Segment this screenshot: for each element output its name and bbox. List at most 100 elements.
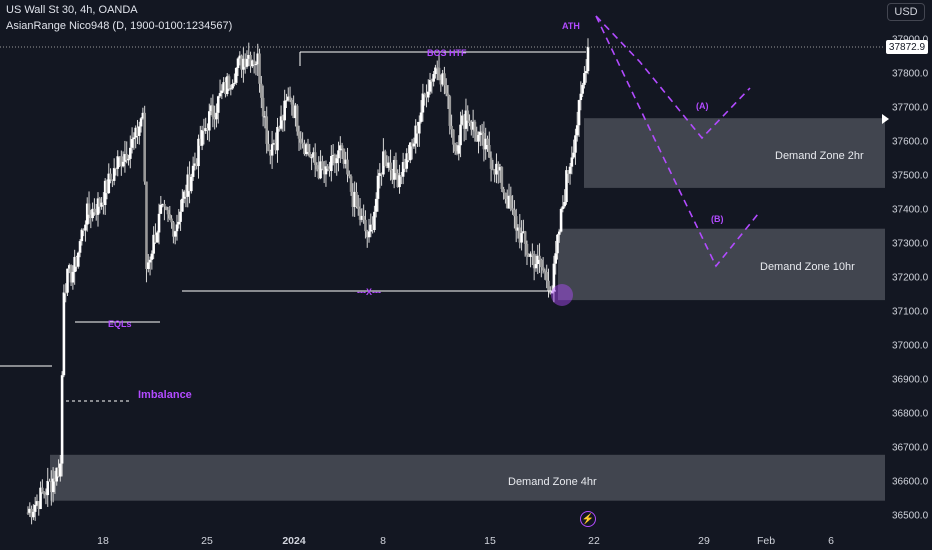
x-tick-label: 29 bbox=[698, 535, 710, 547]
candle-body bbox=[218, 93, 222, 97]
candle-body bbox=[545, 271, 549, 281]
candle-body bbox=[461, 115, 464, 125]
candle-body bbox=[344, 159, 347, 164]
candle-body bbox=[514, 216, 518, 231]
candle-body bbox=[426, 91, 430, 98]
x-tick-label: 6 bbox=[828, 535, 834, 547]
candle-body bbox=[584, 71, 588, 74]
candle-body bbox=[123, 154, 127, 162]
candle-body bbox=[500, 167, 504, 189]
candle-body bbox=[522, 231, 525, 234]
candle-body bbox=[487, 144, 491, 158]
candle-body bbox=[529, 253, 532, 257]
candle-body bbox=[444, 85, 448, 94]
candle-body bbox=[417, 121, 421, 134]
lightning-icon[interactable]: ⚡ bbox=[580, 511, 596, 527]
candle-body bbox=[179, 211, 182, 222]
candle-body bbox=[107, 173, 111, 194]
candle-body bbox=[391, 170, 394, 180]
candle-body bbox=[145, 181, 148, 269]
candle-body bbox=[209, 105, 213, 112]
candle-body bbox=[312, 152, 315, 158]
candle-body bbox=[540, 259, 543, 268]
candle-body bbox=[453, 144, 457, 152]
candle-body bbox=[414, 125, 417, 144]
candle-body bbox=[234, 68, 238, 83]
candle-body bbox=[335, 158, 339, 164]
candle-body bbox=[471, 121, 475, 130]
candle-body bbox=[129, 147, 132, 159]
candle-body bbox=[154, 234, 157, 243]
candle-body bbox=[26, 512, 30, 514]
projection-a-label: (A) bbox=[696, 101, 709, 111]
candle-body bbox=[181, 198, 184, 212]
candle-body bbox=[396, 173, 400, 188]
y-tick-label: 36900.0 bbox=[892, 374, 929, 386]
candle-body bbox=[565, 170, 568, 202]
candle-body bbox=[570, 157, 574, 167]
candle-body bbox=[41, 487, 44, 493]
candle-body bbox=[421, 93, 425, 113]
candle-body bbox=[308, 151, 312, 158]
candle-body bbox=[505, 198, 509, 209]
candle-body bbox=[376, 175, 380, 199]
candle-body bbox=[37, 501, 41, 510]
candle-body bbox=[66, 268, 69, 293]
candle-body bbox=[459, 124, 462, 146]
candle-body bbox=[547, 280, 550, 292]
candle-body bbox=[55, 467, 59, 482]
candle-body bbox=[121, 161, 125, 167]
candle-body bbox=[297, 131, 301, 139]
y-tick-label: 37700.0 bbox=[892, 102, 929, 114]
candle-body bbox=[62, 292, 66, 376]
candle-body bbox=[367, 231, 371, 238]
candle-body bbox=[389, 162, 392, 171]
candle-body bbox=[272, 143, 276, 145]
candle-body bbox=[306, 144, 310, 152]
candle-body bbox=[243, 58, 247, 67]
candle-body bbox=[199, 138, 202, 146]
candle-body bbox=[193, 163, 197, 166]
candle-body bbox=[283, 100, 286, 121]
currency-button[interactable]: USD bbox=[887, 3, 925, 21]
candle-body bbox=[161, 203, 164, 205]
zone-label-2hr: Demand Zone 2hr bbox=[775, 150, 864, 162]
candle-body bbox=[394, 159, 398, 174]
candle-body bbox=[331, 154, 335, 156]
candle-body bbox=[566, 170, 570, 174]
candle-body bbox=[412, 143, 416, 147]
candle-body bbox=[374, 198, 378, 212]
candle-body bbox=[439, 80, 443, 85]
candle-body bbox=[482, 133, 486, 150]
candle-body bbox=[371, 224, 374, 231]
candle-body bbox=[290, 99, 294, 105]
candle-body bbox=[304, 144, 308, 155]
candle-body bbox=[410, 142, 414, 147]
candle-body bbox=[310, 157, 313, 159]
candle-body bbox=[39, 487, 42, 510]
candle-body bbox=[186, 174, 190, 197]
candle-body bbox=[550, 291, 554, 294]
candle-body bbox=[563, 201, 566, 207]
eqls-label: EQLs bbox=[108, 319, 132, 329]
candle-body bbox=[317, 169, 321, 179]
candle-body bbox=[197, 138, 200, 167]
candle-body bbox=[238, 55, 242, 59]
candle-body bbox=[516, 227, 520, 231]
demand-zone bbox=[558, 228, 885, 301]
candle-body bbox=[407, 153, 410, 161]
candle-body bbox=[69, 265, 73, 283]
candle-body bbox=[477, 134, 480, 142]
candle-body bbox=[557, 231, 561, 235]
candle-body bbox=[137, 126, 141, 136]
candle-body bbox=[556, 234, 559, 254]
candle-body bbox=[57, 467, 60, 477]
candle-body bbox=[33, 504, 37, 512]
candle-body bbox=[182, 191, 186, 199]
candle-body bbox=[96, 198, 100, 215]
candle-body bbox=[222, 82, 225, 91]
candle-body bbox=[347, 174, 351, 177]
candle-body bbox=[523, 231, 527, 244]
candle-body bbox=[527, 254, 531, 257]
candle-body bbox=[468, 120, 471, 124]
